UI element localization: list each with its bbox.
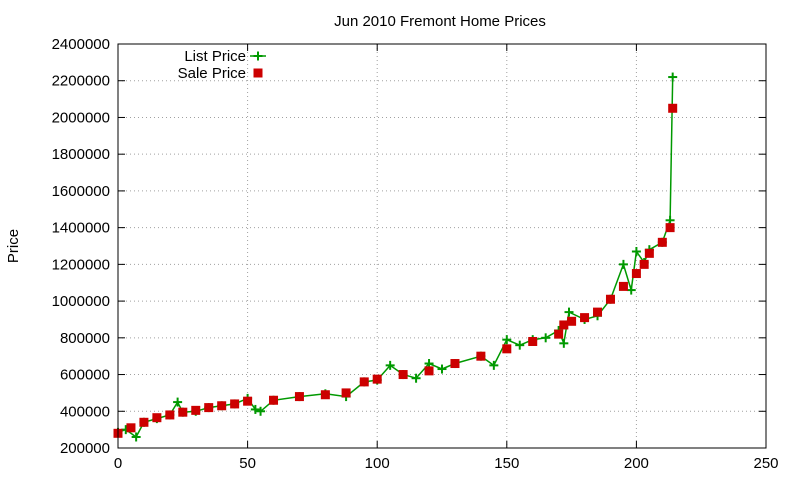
data-point xyxy=(639,259,649,269)
legend-label: List Price xyxy=(184,48,246,65)
x-tick-label: 0 xyxy=(114,455,122,472)
data-point xyxy=(398,370,408,380)
x-tick-label: 200 xyxy=(624,455,649,472)
data-point xyxy=(320,390,330,400)
y-tick-label: 600000 xyxy=(60,367,110,384)
legend-marker xyxy=(253,68,263,78)
data-point xyxy=(294,392,304,402)
data-point xyxy=(626,285,636,295)
data-point xyxy=(502,335,512,345)
series-list-price xyxy=(113,72,678,442)
data-point xyxy=(476,351,486,361)
data-point xyxy=(580,313,590,323)
y-tick-label: 1400000 xyxy=(52,220,110,237)
data-point xyxy=(341,388,351,398)
data-point xyxy=(204,403,214,413)
data-point xyxy=(243,396,253,406)
data-point xyxy=(559,338,569,348)
data-point xyxy=(489,360,499,370)
chart-title: Jun 2010 Fremont Home Prices xyxy=(334,13,546,30)
data-point xyxy=(515,340,525,350)
data-point xyxy=(165,410,175,420)
tick-labels: 200000 400000 600000 800000 1000000 1200000 14… xyxy=(52,36,779,472)
series-sale-price xyxy=(113,103,678,438)
data-point xyxy=(559,320,569,330)
y-tick-label: 800000 xyxy=(60,330,110,347)
legend-label: Sale Price xyxy=(178,65,246,82)
data-point xyxy=(256,406,266,416)
data-point xyxy=(450,359,460,369)
data-point xyxy=(178,407,188,417)
data-point xyxy=(372,374,382,384)
y-tick-label: 2200000 xyxy=(52,73,110,90)
data-point xyxy=(359,377,369,387)
data-point xyxy=(424,366,434,376)
data-point xyxy=(593,307,603,317)
data-point xyxy=(385,360,395,370)
data-point xyxy=(644,248,654,258)
y-tick-label: 1000000 xyxy=(52,293,110,310)
data-point xyxy=(668,103,678,113)
data-point xyxy=(230,399,240,409)
x-tick-label: 100 xyxy=(365,455,390,472)
data-point xyxy=(665,223,675,233)
data-point xyxy=(139,417,149,427)
data-point xyxy=(554,329,564,339)
data-point xyxy=(618,259,628,269)
data-point xyxy=(567,316,577,326)
data-point xyxy=(631,269,641,279)
y-tick-label: 1800000 xyxy=(52,146,110,163)
data-point xyxy=(269,395,279,405)
y-tick-label: 2000000 xyxy=(52,109,110,126)
data-point xyxy=(631,247,641,257)
legend-marker xyxy=(253,51,263,61)
data-point xyxy=(131,432,141,442)
data-point xyxy=(541,333,551,343)
y-tick-label: 200000 xyxy=(60,440,110,457)
x-tick-label: 50 xyxy=(239,455,256,472)
y-tick-label: 2400000 xyxy=(52,36,110,53)
data-point xyxy=(605,294,615,304)
data-point xyxy=(250,404,260,414)
data-point xyxy=(437,364,447,374)
data-point xyxy=(191,405,201,415)
data-point xyxy=(217,401,227,411)
y-axis-label: Price xyxy=(5,229,22,263)
y-tick-label: 400000 xyxy=(60,403,110,420)
series-line xyxy=(117,77,674,439)
x-tick-label: 250 xyxy=(753,455,778,472)
data-point xyxy=(152,413,162,423)
y-tick-label: 1600000 xyxy=(52,183,110,200)
data-point xyxy=(528,336,538,346)
data-point xyxy=(618,281,628,291)
data-point xyxy=(173,397,183,407)
data-point xyxy=(668,72,678,82)
grid xyxy=(117,43,767,449)
plot-series xyxy=(113,72,678,442)
data-point xyxy=(126,423,136,433)
data-point xyxy=(411,373,421,383)
x-tick-label: 150 xyxy=(494,455,519,472)
data-point xyxy=(657,237,667,247)
plot-frame xyxy=(117,43,767,449)
y-tick-label: 1200000 xyxy=(52,256,110,273)
data-point xyxy=(502,344,512,354)
data-point xyxy=(564,307,574,317)
